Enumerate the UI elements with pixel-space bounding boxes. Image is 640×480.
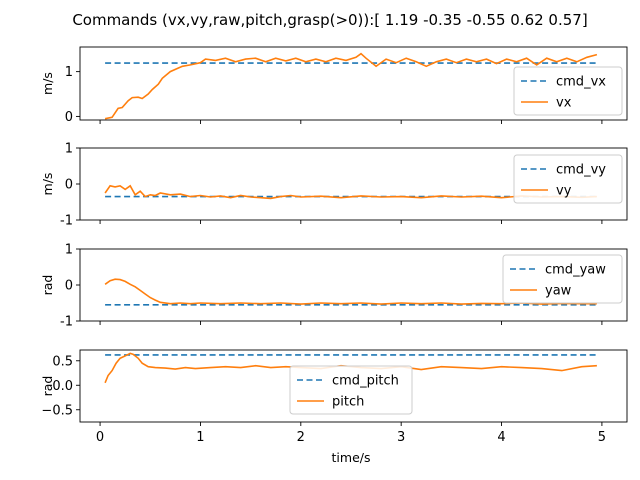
legend-entry-cmd_vy: cmd_vy	[556, 163, 606, 178]
legend-box	[513, 66, 623, 116]
legend-box	[513, 154, 623, 204]
axes-frame	[79, 46, 628, 121]
y-axis-label: rad	[40, 376, 55, 397]
y-tick-label: -1	[60, 214, 73, 229]
y-tick-label: 1	[65, 142, 73, 157]
y-tick-label: 1	[65, 65, 73, 80]
y-tick-label: 1	[65, 243, 73, 258]
y-axis-label: m/s	[40, 173, 55, 196]
x-tick-label: 0	[96, 430, 104, 445]
y-tick-label: 0.5	[52, 354, 73, 369]
series-line-vx	[104, 52, 598, 120]
legend-entry-cmd_vx: cmd_vx	[556, 75, 606, 90]
x-tick-label: 4	[497, 430, 505, 445]
axes-frame	[79, 349, 628, 423]
legend-box	[289, 365, 413, 415]
x-tick-label: 3	[397, 430, 405, 445]
legend-entry-vx: vx	[556, 96, 572, 111]
y-tick-label: 0	[65, 279, 73, 294]
series-line-pitch	[104, 352, 597, 384]
y-tick-label: 0	[65, 110, 73, 125]
y-tick-label: 0.0	[52, 379, 73, 394]
x-tick-label: 1	[196, 430, 204, 445]
legend-box	[502, 254, 623, 304]
legend-entry-vy: vy	[556, 184, 572, 199]
series-line-vy	[104, 184, 597, 200]
y-tick-label: 0	[65, 178, 73, 193]
figure-title: Commands (vx,vy,raw,pitch,grasp(>0)):[ 1…	[72, 11, 587, 29]
x-tick-label: 2	[297, 430, 305, 445]
x-axis-label: time/s	[332, 450, 371, 465]
y-axis-label: m/s	[40, 72, 55, 95]
y-tick-label: -1	[60, 315, 73, 330]
legend-entry-cmd_pitch: cmd_pitch	[332, 374, 399, 389]
legend-entry-pitch: pitch	[332, 395, 364, 410]
legend-entry-yaw: yaw	[545, 284, 572, 299]
series-line-yaw	[104, 278, 597, 305]
legend-entry-cmd_yaw: cmd_yaw	[545, 263, 606, 278]
y-tick-label: −0.5	[41, 403, 73, 418]
y-axis-label: rad	[40, 275, 55, 296]
x-tick-label: 5	[598, 430, 606, 445]
